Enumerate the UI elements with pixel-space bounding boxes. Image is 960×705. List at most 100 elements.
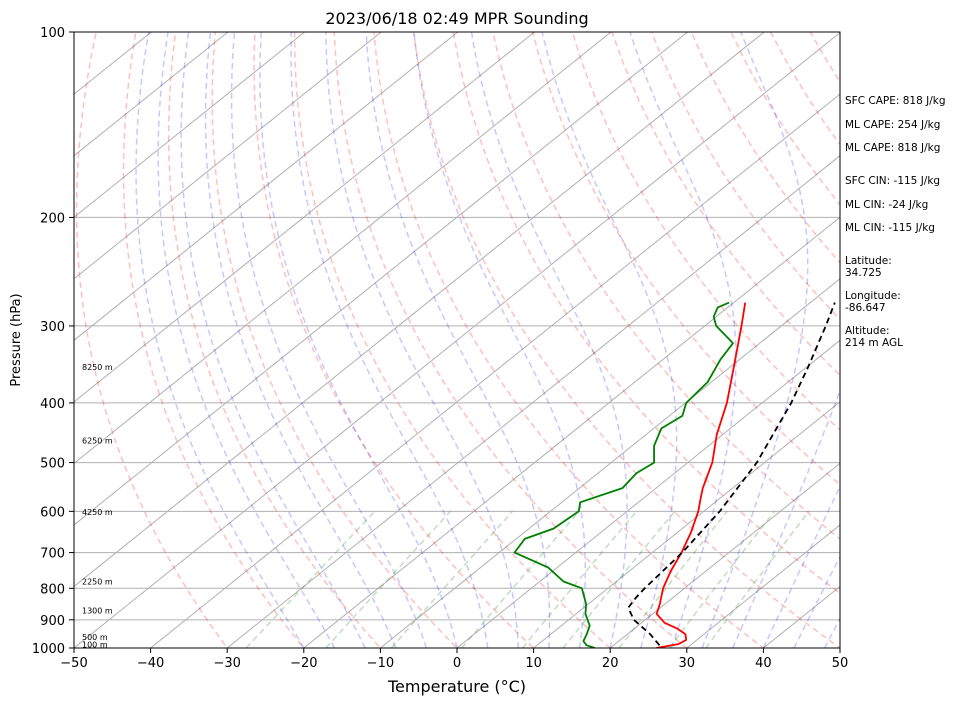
y-tick-label: 900 xyxy=(40,614,65,629)
mixing-ratio-line xyxy=(245,510,376,648)
x-tick-label: 40 xyxy=(755,656,772,671)
x-tick-label: −40 xyxy=(137,656,164,671)
isotherm-line xyxy=(74,32,688,526)
moist-adiabat-line xyxy=(365,32,551,648)
moist-adiabat-line xyxy=(541,32,678,648)
dry-adiabat-line xyxy=(650,32,840,321)
annotation-text: -86.647 xyxy=(845,302,886,314)
isotherm-line xyxy=(533,401,840,648)
moist-adiabat-line xyxy=(290,32,489,648)
isotherm-line xyxy=(74,32,612,465)
dry-adiabat-line xyxy=(122,32,305,648)
x-tick-label: −10 xyxy=(367,656,394,671)
annotation-text: ML CAPE: 818 J/kg xyxy=(845,142,940,154)
x-tick-label: −20 xyxy=(290,656,317,671)
dry-adiabat-line xyxy=(492,32,840,540)
mixing-ratio-line xyxy=(562,510,676,648)
dry-adiabat-line xyxy=(373,32,765,648)
y-tick-label: 200 xyxy=(40,211,65,226)
annotation-text: ML CAPE: 254 J/kg xyxy=(845,119,940,131)
side-annotations: SFC CAPE: 818 J/kg ML CAPE: 254 J/kg ML CA… xyxy=(845,95,946,349)
dry-adiabat-line xyxy=(531,32,840,486)
isotherm-line xyxy=(226,155,840,648)
moist-adiabat-line xyxy=(732,388,840,648)
annotation-text: 34.725 xyxy=(845,267,882,279)
moist-adiabat-line xyxy=(470,32,628,648)
dry-adiabat-line xyxy=(293,32,612,648)
moist-adiabat-line xyxy=(204,32,397,648)
height-label: 500 m xyxy=(82,633,108,642)
y-axis-label: Pressure (hPa) xyxy=(9,293,24,386)
parcel-line xyxy=(627,302,836,646)
isotherm-line xyxy=(456,339,840,648)
dry-adiabat-line xyxy=(412,32,840,648)
isotherm-line xyxy=(74,32,382,280)
isotherm-line xyxy=(150,93,840,648)
chart-title: 2023/06/18 02:49 MPR Sounding xyxy=(325,9,588,28)
dry-adiabat-line xyxy=(211,32,459,648)
y-tick-label: 800 xyxy=(40,582,65,597)
isotherm-line xyxy=(686,524,840,648)
moist-adiabat-line xyxy=(325,32,520,648)
isotherm-line xyxy=(74,32,305,218)
moist-adiabat-line xyxy=(157,32,336,648)
annotation-text: ML CIN: -24 J/kg xyxy=(845,199,928,211)
dry-adiabat-line xyxy=(333,32,688,648)
y-tick-label: 500 xyxy=(40,457,65,472)
x-tick-label: 0 xyxy=(453,656,461,671)
y-tick-label: 600 xyxy=(40,505,65,520)
dry-adiabat-line xyxy=(167,32,382,648)
mixing-ratio-line xyxy=(521,510,638,648)
moist-adiabat-line xyxy=(259,32,458,648)
moist-adiabat-line xyxy=(135,32,305,648)
height-label: 1300 m xyxy=(82,607,113,616)
mixing-ratio-line xyxy=(390,510,514,648)
dry-adiabat-line xyxy=(253,32,535,648)
y-tick-label: 300 xyxy=(40,320,65,335)
x-axis-label: Temperature (°C) xyxy=(387,677,526,696)
isotherm-line xyxy=(74,32,840,648)
dewpoint-line xyxy=(513,301,734,648)
data-series xyxy=(513,301,836,648)
height-label: 6250 m xyxy=(82,436,113,445)
isotherm-line xyxy=(74,32,765,588)
annotation-text: ML CIN: -115 J/kg xyxy=(845,222,935,234)
y-axis: 100 200 300 400 500 600 700 800 900 1000 xyxy=(32,26,74,657)
x-tick-label: 10 xyxy=(525,656,542,671)
isotherm-line xyxy=(303,216,840,648)
mixing-ratio-line xyxy=(461,510,580,648)
mixing-ratio-line xyxy=(325,510,452,648)
height-label: 100 m xyxy=(82,640,108,649)
mixing-ratio-line xyxy=(618,510,728,648)
isotherm-line xyxy=(74,32,535,403)
x-tick-label: 30 xyxy=(679,656,696,671)
y-tick-label: 100 xyxy=(40,26,65,41)
annotation-text: Longitude: xyxy=(845,290,901,302)
y-tick-label: 700 xyxy=(40,547,65,562)
isotherm-line xyxy=(74,32,229,157)
mixing-ratio-line xyxy=(668,510,776,648)
mixing-ratio-line xyxy=(705,510,810,648)
height-label: 4250 m xyxy=(82,508,113,517)
annotation-text: SFC CIN: -115 J/kg xyxy=(845,175,940,187)
isotherm-line xyxy=(380,278,840,648)
dry-adiabat-line xyxy=(571,32,840,432)
x-tick-label: −50 xyxy=(60,656,87,671)
y-tick-label: 1000 xyxy=(32,642,65,657)
moist-adiabat-line xyxy=(629,32,737,648)
background-lines xyxy=(74,32,840,648)
x-tick-label: −30 xyxy=(213,656,240,671)
isotherm-line xyxy=(609,462,840,648)
x-axis: −50 −40 −30 −20 −10 0 10 20 30 40 50 xyxy=(60,648,848,671)
dry-adiabat-line xyxy=(452,32,840,595)
y-tick-label: 400 xyxy=(40,397,65,412)
annotation-text: 214 m AGL xyxy=(845,337,903,349)
height-label: 2250 m xyxy=(82,578,113,587)
annotation-text: Latitude: xyxy=(845,255,892,267)
dry-adiabat-line xyxy=(75,32,229,648)
moist-adiabat-line xyxy=(701,32,809,648)
temperature-line xyxy=(655,302,747,648)
x-tick-label: 20 xyxy=(602,656,619,671)
